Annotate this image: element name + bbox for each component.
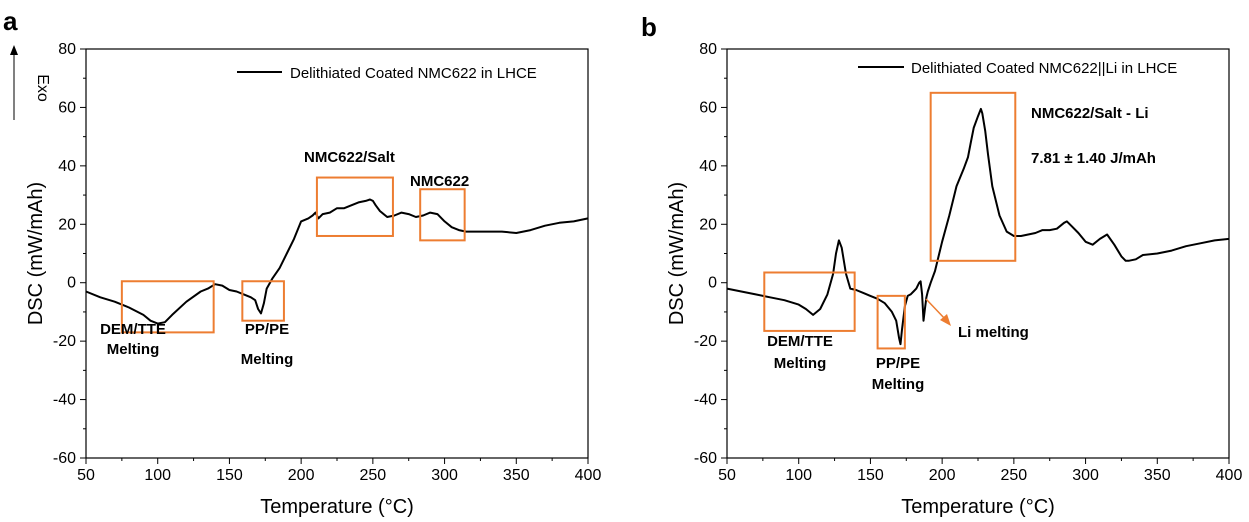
annotation-box [763, 271, 856, 332]
annotation-box [929, 91, 1017, 262]
y-tick-label: 80 [699, 41, 717, 58]
annotation-box [241, 280, 285, 322]
panel-a-legend-label: Delithiated Coated NMC622 in LHCE [290, 65, 537, 82]
annotation-nmc622: NMC622 [410, 173, 469, 190]
x-tick-label: 50 [77, 467, 95, 484]
annotation-dem-tte-melting: Melting [107, 341, 160, 358]
x-tick-label: 150 [857, 467, 884, 484]
li-melting-arrow-line [925, 298, 947, 321]
y-tick-label: -40 [53, 392, 76, 409]
annotation-pp-pe-melting: Melting [241, 351, 294, 368]
x-tick-label: 200 [288, 467, 315, 484]
li-melting-arrow-head-icon [940, 314, 951, 326]
panel-b-series [726, 107, 1230, 346]
exo-arrow-head-icon [10, 45, 18, 55]
annotation-dem-tte: DEM/TTE [767, 333, 833, 350]
x-tick-label: 200 [929, 467, 956, 484]
y-tick-label: 0 [67, 275, 76, 292]
panel-a-letter: a [3, 6, 18, 36]
annotation-enthalpy: 7.81 ± 1.40 J/mAh [1031, 150, 1156, 167]
panel-a-x-axis-title: Temperature (°C) [260, 496, 414, 518]
y-tick-label: 0 [708, 275, 717, 292]
annotation-dem-tte: DEM/TTE [100, 321, 166, 338]
exo-indicator: Exo [10, 45, 51, 120]
annotation-box [120, 280, 215, 334]
x-tick-label: 300 [1072, 467, 1099, 484]
annotation-nmc622-salt: NMC622/Salt [304, 149, 395, 166]
y-tick-label: -60 [53, 450, 76, 467]
y-tick-label: -60 [694, 450, 717, 467]
x-tick-label: 150 [216, 467, 243, 484]
y-tick-label: 60 [58, 99, 76, 116]
x-tick-label: 350 [503, 467, 530, 484]
y-tick-label: 20 [58, 216, 76, 233]
x-tick-label: 250 [1001, 467, 1028, 484]
y-tick-label: 20 [699, 216, 717, 233]
y-tick-label: 40 [58, 158, 76, 175]
panel-b-legend-label: Delithiated Coated NMC622||Li in LHCE [911, 60, 1177, 77]
panel-a-series [85, 198, 589, 325]
annotation-pp-pe: PP/PE [245, 321, 289, 338]
annotation-dem-tte-melting: Melting [774, 355, 827, 372]
y-tick-label: 80 [58, 41, 76, 58]
panel-b-ticks: 50 100 150 200 250 300 350 400 -60 -40 -20 0 20 40 60 8… [694, 41, 1243, 484]
annotation-li-melting: Li melting [958, 324, 1029, 341]
y-tick-label: -20 [694, 333, 717, 350]
panel-b-legend: Delithiated Coated NMC622||Li in LHCE [858, 60, 1177, 77]
y-tick-label: 40 [699, 158, 717, 175]
panel-a-ticks: 50 100 150 200 250 300 350 400 -60 -40 -20 0 20 40 60 8… [53, 41, 602, 484]
panel-a-plot-frame [85, 48, 589, 459]
x-tick-label: 100 [785, 467, 812, 484]
panel-b-plot-frame [726, 48, 1230, 459]
x-tick-label: 300 [431, 467, 458, 484]
panel-a-legend: Delithiated Coated NMC622 in LHCE [237, 65, 537, 82]
y-tick-label: -20 [53, 333, 76, 350]
panel-b: b 50 100 150 200 250 300 350 400 -60 -40 -20 0 20 40 6… [641, 12, 1242, 518]
exo-label: Exo [34, 74, 51, 102]
annotation-nmc622-salt-li: NMC622/Salt - Li [1031, 105, 1149, 122]
series-line [85, 198, 589, 325]
x-tick-label: 100 [144, 467, 171, 484]
panel-a-annotation-boxes [120, 176, 466, 334]
annotation-box [419, 188, 466, 242]
annotation-pp-pe-melting: Melting [872, 376, 925, 393]
panel-a: a 50 100 150 200 250 300 350 400 -60 -40 -20 0 20 40 6… [3, 6, 601, 518]
x-tick-label: 50 [718, 467, 736, 484]
panel-b-annotation-boxes [763, 91, 1017, 350]
panel-b-letter: b [641, 12, 657, 42]
annotation-pp-pe: PP/PE [876, 355, 920, 372]
annotation-box [315, 176, 394, 237]
panel-b-y-axis-title: DSC (mW/mAh) [666, 182, 688, 325]
annotation-box [876, 294, 906, 350]
x-tick-label: 250 [360, 467, 387, 484]
panel-b-x-axis-title: Temperature (°C) [901, 496, 1055, 518]
x-tick-label: 400 [575, 467, 602, 484]
y-tick-label: 60 [699, 99, 717, 116]
x-tick-label: 350 [1144, 467, 1171, 484]
y-tick-label: -40 [694, 392, 717, 409]
x-tick-label: 400 [1216, 467, 1243, 484]
series-line [726, 107, 1230, 346]
panel-a-y-axis-title: DSC (mW/mAh) [25, 182, 47, 325]
